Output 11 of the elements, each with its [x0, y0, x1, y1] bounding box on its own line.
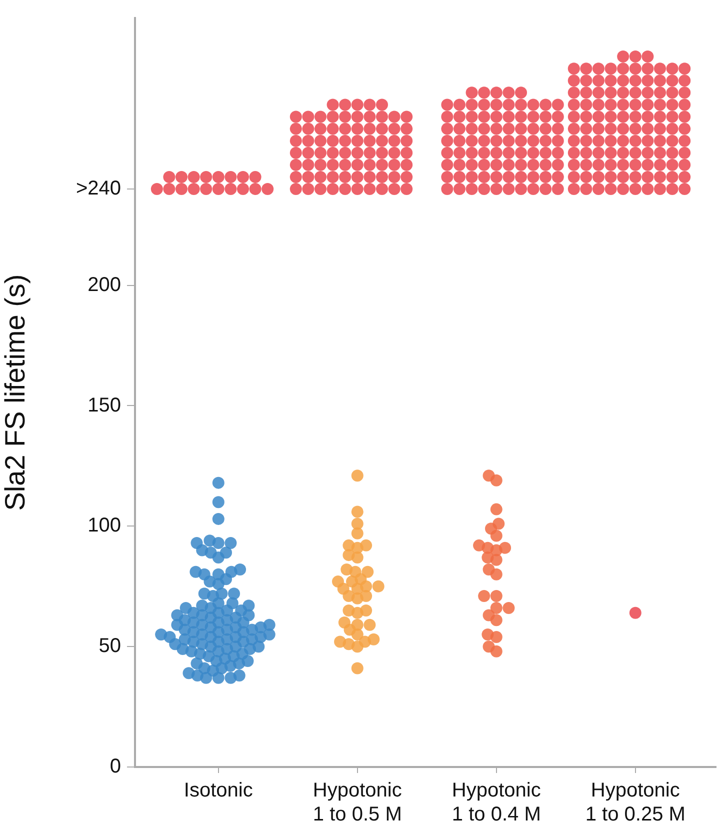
y-tick-label: >240 [76, 178, 121, 200]
y-tick-label: 100 [88, 514, 121, 537]
y-tick-label: 50 [98, 635, 121, 658]
y-tick-label: 200 [88, 274, 121, 296]
y-axis-title: Sla2 FS lifetime (s) [0, 274, 31, 511]
x-tick-label: Hypotonic 1 to 0.4 M [452, 780, 541, 826]
y-tick-label: 150 [88, 394, 121, 416]
x-tick-label: Hypotonic 1 to 0.5 M [312, 780, 402, 826]
x-tick-label: Isotonic [184, 780, 253, 802]
x-tick-label: Hypotonic 1 to 0.25 M [585, 780, 686, 826]
y-tick-label: 0 [110, 756, 121, 778]
